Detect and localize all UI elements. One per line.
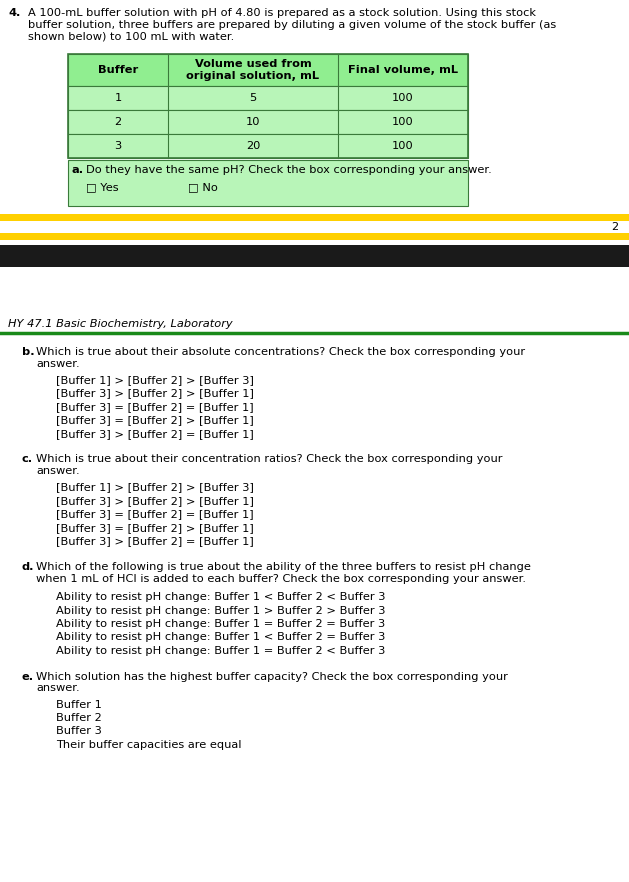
Text: Ability to resist pH change: Buffer 1 < Buffer 2 = Buffer 3: Ability to resist pH change: Buffer 1 < … (56, 632, 386, 642)
Bar (68, 86, 468, 110)
Text: HY 47.1 Basic Biochemistry, Laboratory: HY 47.1 Basic Biochemistry, Laboratory (8, 319, 233, 329)
Text: [Buffer 3] > [Buffer 2] = [Buffer 1]: [Buffer 3] > [Buffer 2] = [Buffer 1] (56, 429, 253, 439)
Text: Which solution has the highest buffer capacity? Check the box corresponding your: Which solution has the highest buffer ca… (36, 671, 508, 693)
Text: [Buffer 1] > [Buffer 2] > [Buffer 3]: [Buffer 1] > [Buffer 2] > [Buffer 3] (56, 482, 254, 492)
Text: 2: 2 (611, 222, 618, 232)
Text: [Buffer 3] = [Buffer 2] > [Buffer 1]: [Buffer 3] = [Buffer 2] > [Buffer 1] (56, 415, 253, 425)
Text: Buffer 1: Buffer 1 (56, 699, 102, 709)
Text: a.: a. (72, 165, 84, 175)
Text: □ No: □ No (188, 182, 218, 192)
Text: 100: 100 (392, 93, 414, 103)
Text: 100: 100 (392, 141, 414, 151)
Bar (68, 134, 468, 158)
Text: □ Yes: □ Yes (86, 182, 119, 192)
Bar (68, 54, 468, 158)
Text: [Buffer 3] = [Buffer 2] = [Buffer 1]: [Buffer 3] = [Buffer 2] = [Buffer 1] (56, 510, 253, 519)
Text: A 100-mL buffer solution with pH of 4.80 is prepared as a stock solution. Using : A 100-mL buffer solution with pH of 4.80… (28, 8, 556, 41)
Text: e.: e. (22, 671, 34, 682)
Bar (68, 160, 468, 206)
Text: Buffer 3: Buffer 3 (56, 727, 102, 736)
Text: Which is true about their absolute concentrations? Check the box corresponding y: Which is true about their absolute conce… (36, 347, 525, 369)
Text: [Buffer 3] = [Buffer 2] > [Buffer 1]: [Buffer 3] = [Buffer 2] > [Buffer 1] (56, 523, 253, 533)
Text: 10: 10 (246, 117, 260, 127)
Text: [Buffer 3] = [Buffer 2] = [Buffer 1]: [Buffer 3] = [Buffer 2] = [Buffer 1] (56, 402, 253, 412)
Text: [Buffer 1] > [Buffer 2] > [Buffer 3]: [Buffer 1] > [Buffer 2] > [Buffer 3] (56, 375, 254, 385)
Text: Final volume, mL: Final volume, mL (348, 65, 458, 75)
Bar (0, 233, 629, 240)
Text: Buffer 2: Buffer 2 (56, 713, 102, 723)
Bar (68, 54, 468, 86)
Text: c.: c. (22, 454, 33, 465)
Text: b.: b. (22, 347, 35, 357)
Bar (0, 214, 629, 221)
Text: 5: 5 (249, 93, 257, 103)
Text: Which of the following is true about the ability of the three buffers to resist : Which of the following is true about the… (36, 562, 531, 584)
Text: Volume used from
original solution, mL: Volume used from original solution, mL (187, 59, 320, 81)
Text: [Buffer 3] > [Buffer 2] > [Buffer 1]: [Buffer 3] > [Buffer 2] > [Buffer 1] (56, 496, 254, 506)
Text: Which is true about their concentration ratios? Check the box corresponding your: Which is true about their concentration … (36, 454, 503, 476)
Text: d.: d. (22, 562, 35, 572)
Text: Ability to resist pH change: Buffer 1 = Buffer 2 < Buffer 3: Ability to resist pH change: Buffer 1 = … (56, 646, 386, 656)
Text: Ability to resist pH change: Buffer 1 > Buffer 2 > Buffer 3: Ability to resist pH change: Buffer 1 > … (56, 606, 386, 616)
Text: 2: 2 (114, 117, 121, 127)
Text: 1: 1 (114, 93, 121, 103)
Text: [Buffer 3] > [Buffer 2] = [Buffer 1]: [Buffer 3] > [Buffer 2] = [Buffer 1] (56, 536, 253, 547)
Bar (0, 245, 629, 267)
Text: Do they have the same pH? Check the box corresponding your answer.: Do they have the same pH? Check the box … (86, 165, 492, 175)
Text: Ability to resist pH change: Buffer 1 = Buffer 2 = Buffer 3: Ability to resist pH change: Buffer 1 = … (56, 619, 385, 629)
Text: [Buffer 3] > [Buffer 2] > [Buffer 1]: [Buffer 3] > [Buffer 2] > [Buffer 1] (56, 388, 254, 399)
Bar (68, 110, 468, 134)
Text: Buffer: Buffer (98, 65, 138, 75)
Text: 3: 3 (114, 141, 121, 151)
Text: 20: 20 (246, 141, 260, 151)
Text: 100: 100 (392, 117, 414, 127)
Text: Ability to resist pH change: Buffer 1 < Buffer 2 < Buffer 3: Ability to resist pH change: Buffer 1 < … (56, 592, 386, 602)
Text: Their buffer capacities are equal: Their buffer capacities are equal (56, 740, 242, 750)
Text: 4.: 4. (8, 8, 20, 18)
